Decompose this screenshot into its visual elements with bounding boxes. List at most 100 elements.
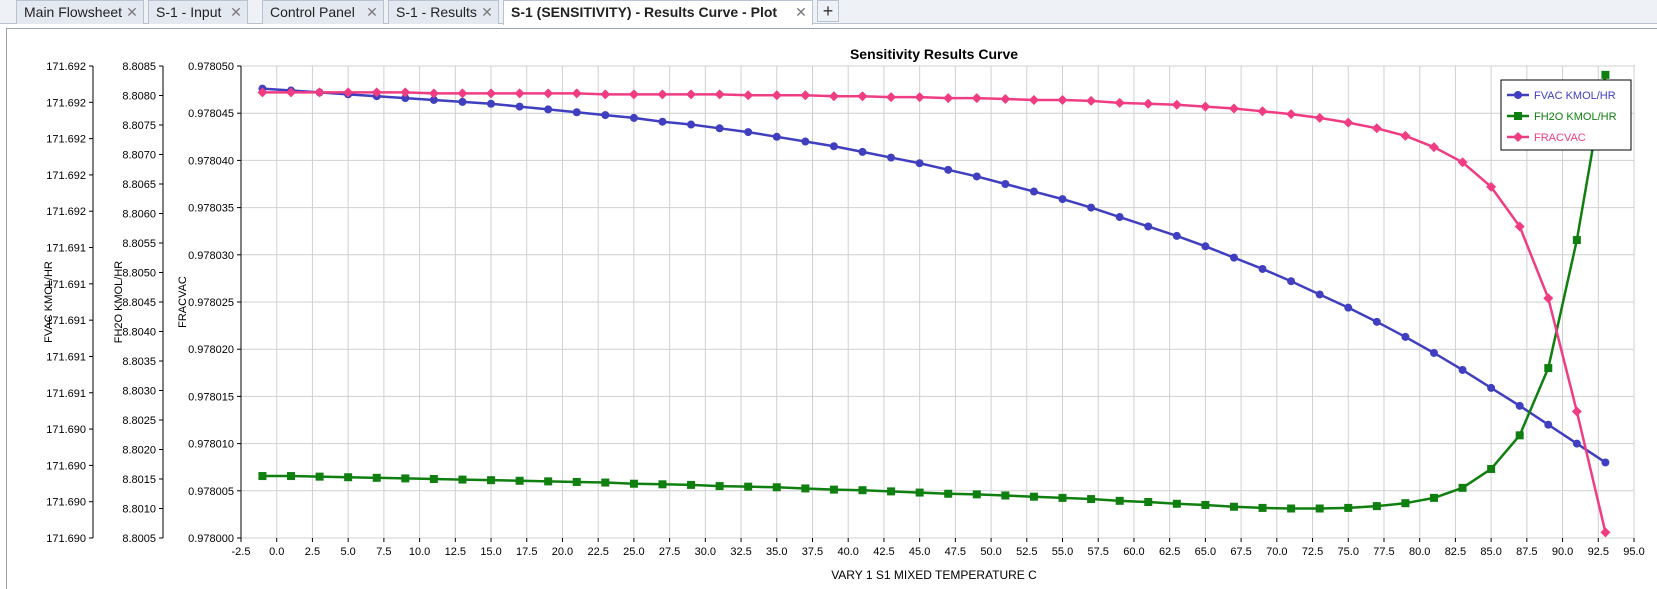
data-point-fvac-kmol-hr bbox=[972, 172, 981, 181]
y-tick-label-fh2o: 8.8035 bbox=[122, 356, 156, 368]
data-point-fh2o-kmol-hr bbox=[487, 476, 496, 485]
x-axis-label: VARY 1 S1 MIXED TEMPERATURE C bbox=[831, 568, 1037, 582]
data-point-fracvac bbox=[543, 88, 554, 99]
data-point-fh2o-kmol-hr bbox=[515, 476, 524, 485]
x-tick-label: -2.5 bbox=[232, 546, 251, 558]
tab-s1-sensitivity-results-curve-plot[interactable]: S-1 (SENSITIVITY) - Results Curve - Plot… bbox=[503, 0, 813, 25]
x-tick-label: 47.5 bbox=[945, 546, 966, 558]
data-point-fracvac bbox=[1343, 117, 1354, 128]
data-point-fvac-kmol-hr bbox=[687, 120, 696, 129]
y-tick-label-fracvac: 0.978035 bbox=[188, 203, 234, 215]
legend-entry-label: FRACVAC bbox=[1534, 132, 1586, 144]
data-point-fracvac bbox=[1428, 142, 1439, 153]
data-point-fvac-kmol-hr bbox=[744, 128, 753, 137]
data-point-fracvac bbox=[886, 92, 897, 103]
x-tick-label: 65.0 bbox=[1195, 546, 1216, 558]
data-point-fvac-kmol-hr bbox=[915, 159, 924, 168]
data-point-fracvac bbox=[628, 89, 639, 100]
y-axis-title-fracvac: FRACVAC bbox=[177, 276, 189, 328]
x-tick-label: 57.5 bbox=[1088, 546, 1109, 558]
x-tick-label: 67.5 bbox=[1230, 546, 1251, 558]
data-point-fracvac bbox=[1228, 103, 1239, 114]
x-tick-label: 7.5 bbox=[376, 546, 391, 558]
tab-bar: Main Flowsheet ✕ S-1 - Input ✕ Control P… bbox=[0, 0, 1657, 25]
legend-entry-label: FVAC KMOL/HR bbox=[1534, 90, 1616, 102]
tab-main-flowsheet[interactable]: Main Flowsheet ✕ bbox=[16, 0, 144, 24]
data-point-fh2o-kmol-hr bbox=[915, 488, 924, 497]
data-point-fvac-kmol-hr bbox=[772, 132, 781, 141]
data-point-fh2o-kmol-hr bbox=[601, 478, 610, 487]
y-tick-label-fh2o: 8.8050 bbox=[122, 268, 156, 280]
x-tick-label: 2.5 bbox=[305, 546, 320, 558]
data-point-fracvac bbox=[1028, 94, 1039, 105]
data-point-fracvac bbox=[1143, 98, 1154, 109]
close-icon[interactable]: ✕ bbox=[366, 4, 378, 20]
data-point-fh2o-kmol-hr bbox=[772, 483, 781, 492]
data-point-fh2o-kmol-hr bbox=[1201, 500, 1210, 509]
data-point-fh2o-kmol-hr bbox=[1458, 483, 1467, 492]
data-point-fvac-kmol-hr bbox=[1001, 180, 1010, 188]
tab-s1-input[interactable]: S-1 - Input ✕ bbox=[148, 0, 248, 24]
y-tick-label-fh2o: 8.8065 bbox=[122, 179, 156, 191]
data-point-fracvac bbox=[971, 93, 982, 104]
data-point-fracvac bbox=[771, 90, 782, 101]
data-point-fvac-kmol-hr bbox=[1515, 401, 1524, 410]
data-point-fvac-kmol-hr bbox=[544, 105, 553, 114]
x-tick-label: 72.5 bbox=[1302, 546, 1323, 558]
data-point-fvac-kmol-hr bbox=[1144, 222, 1153, 231]
data-point-fvac-kmol-hr bbox=[1315, 290, 1324, 299]
data-point-fracvac bbox=[571, 88, 582, 99]
x-tick-label: 10.0 bbox=[409, 546, 430, 558]
y-tick-label-fvac: 171.692 bbox=[46, 170, 86, 182]
data-point-fvac-kmol-hr bbox=[1172, 231, 1181, 240]
data-point-fh2o-kmol-hr bbox=[1429, 493, 1438, 502]
data-point-fh2o-kmol-hr bbox=[687, 480, 696, 489]
data-point-fh2o-kmol-hr bbox=[458, 475, 467, 484]
close-icon[interactable]: ✕ bbox=[230, 4, 242, 20]
data-point-fh2o-kmol-hr bbox=[1487, 464, 1496, 473]
data-point-fvac-kmol-hr bbox=[487, 99, 496, 108]
x-tick-label: 87.5 bbox=[1516, 546, 1537, 558]
data-point-fvac-kmol-hr bbox=[1429, 348, 1438, 357]
data-point-fracvac bbox=[1400, 130, 1411, 141]
data-point-fh2o-kmol-hr bbox=[315, 472, 324, 481]
data-point-fracvac bbox=[600, 89, 611, 100]
data-point-fh2o-kmol-hr bbox=[572, 477, 581, 486]
data-point-fvac-kmol-hr bbox=[1572, 439, 1581, 448]
x-tick-label: 17.5 bbox=[516, 546, 537, 558]
x-tick-label: 80.0 bbox=[1409, 546, 1430, 558]
tab-s1-results[interactable]: S-1 - Results ✕ bbox=[388, 0, 499, 24]
y-tick-label-fvac: 171.690 bbox=[46, 424, 86, 436]
x-tick-label: 82.5 bbox=[1445, 546, 1466, 558]
x-tick-label: 50.0 bbox=[980, 546, 1001, 558]
data-point-fvac-kmol-hr bbox=[1201, 242, 1210, 251]
data-point-fracvac bbox=[743, 90, 754, 101]
data-point-fracvac bbox=[514, 88, 525, 99]
data-point-fh2o-kmol-hr bbox=[1401, 499, 1410, 508]
data-point-fh2o-kmol-hr bbox=[1058, 493, 1067, 502]
y-tick-label-fracvac: 0.978030 bbox=[188, 250, 234, 262]
tab-control-panel[interactable]: Control Panel ✕ bbox=[262, 0, 384, 24]
close-icon[interactable]: ✕ bbox=[126, 4, 138, 20]
close-icon[interactable]: ✕ bbox=[481, 4, 493, 20]
data-point-fvac-kmol-hr bbox=[1372, 317, 1381, 326]
add-tab-button[interactable]: + bbox=[817, 0, 839, 22]
y-tick-label-fracvac: 0.978050 bbox=[188, 61, 234, 73]
x-tick-label: 85.0 bbox=[1480, 546, 1501, 558]
legend-entry-label: FH2O KMOL/HR bbox=[1534, 111, 1617, 123]
data-point-fh2o-kmol-hr bbox=[1601, 70, 1610, 79]
y-tick-label-fh2o: 8.8040 bbox=[122, 327, 156, 339]
y-tick-label-fh2o: 8.8070 bbox=[122, 150, 156, 162]
close-icon[interactable]: ✕ bbox=[795, 4, 807, 20]
y-tick-label-fh2o: 8.8080 bbox=[122, 91, 156, 103]
data-point-fracvac bbox=[314, 87, 325, 98]
data-point-fvac-kmol-hr bbox=[1087, 203, 1096, 212]
data-point-fracvac bbox=[343, 87, 354, 98]
y-tick-label-fvac: 171.692 bbox=[46, 97, 86, 109]
y-tick-label-fh2o: 8.8025 bbox=[122, 415, 156, 427]
data-point-fh2o-kmol-hr bbox=[1115, 496, 1124, 505]
data-point-fvac-kmol-hr bbox=[572, 108, 581, 117]
data-point-fvac-kmol-hr bbox=[1287, 277, 1296, 286]
y-tick-label-fh2o: 8.8010 bbox=[122, 504, 156, 516]
data-point-fracvac bbox=[714, 89, 725, 100]
